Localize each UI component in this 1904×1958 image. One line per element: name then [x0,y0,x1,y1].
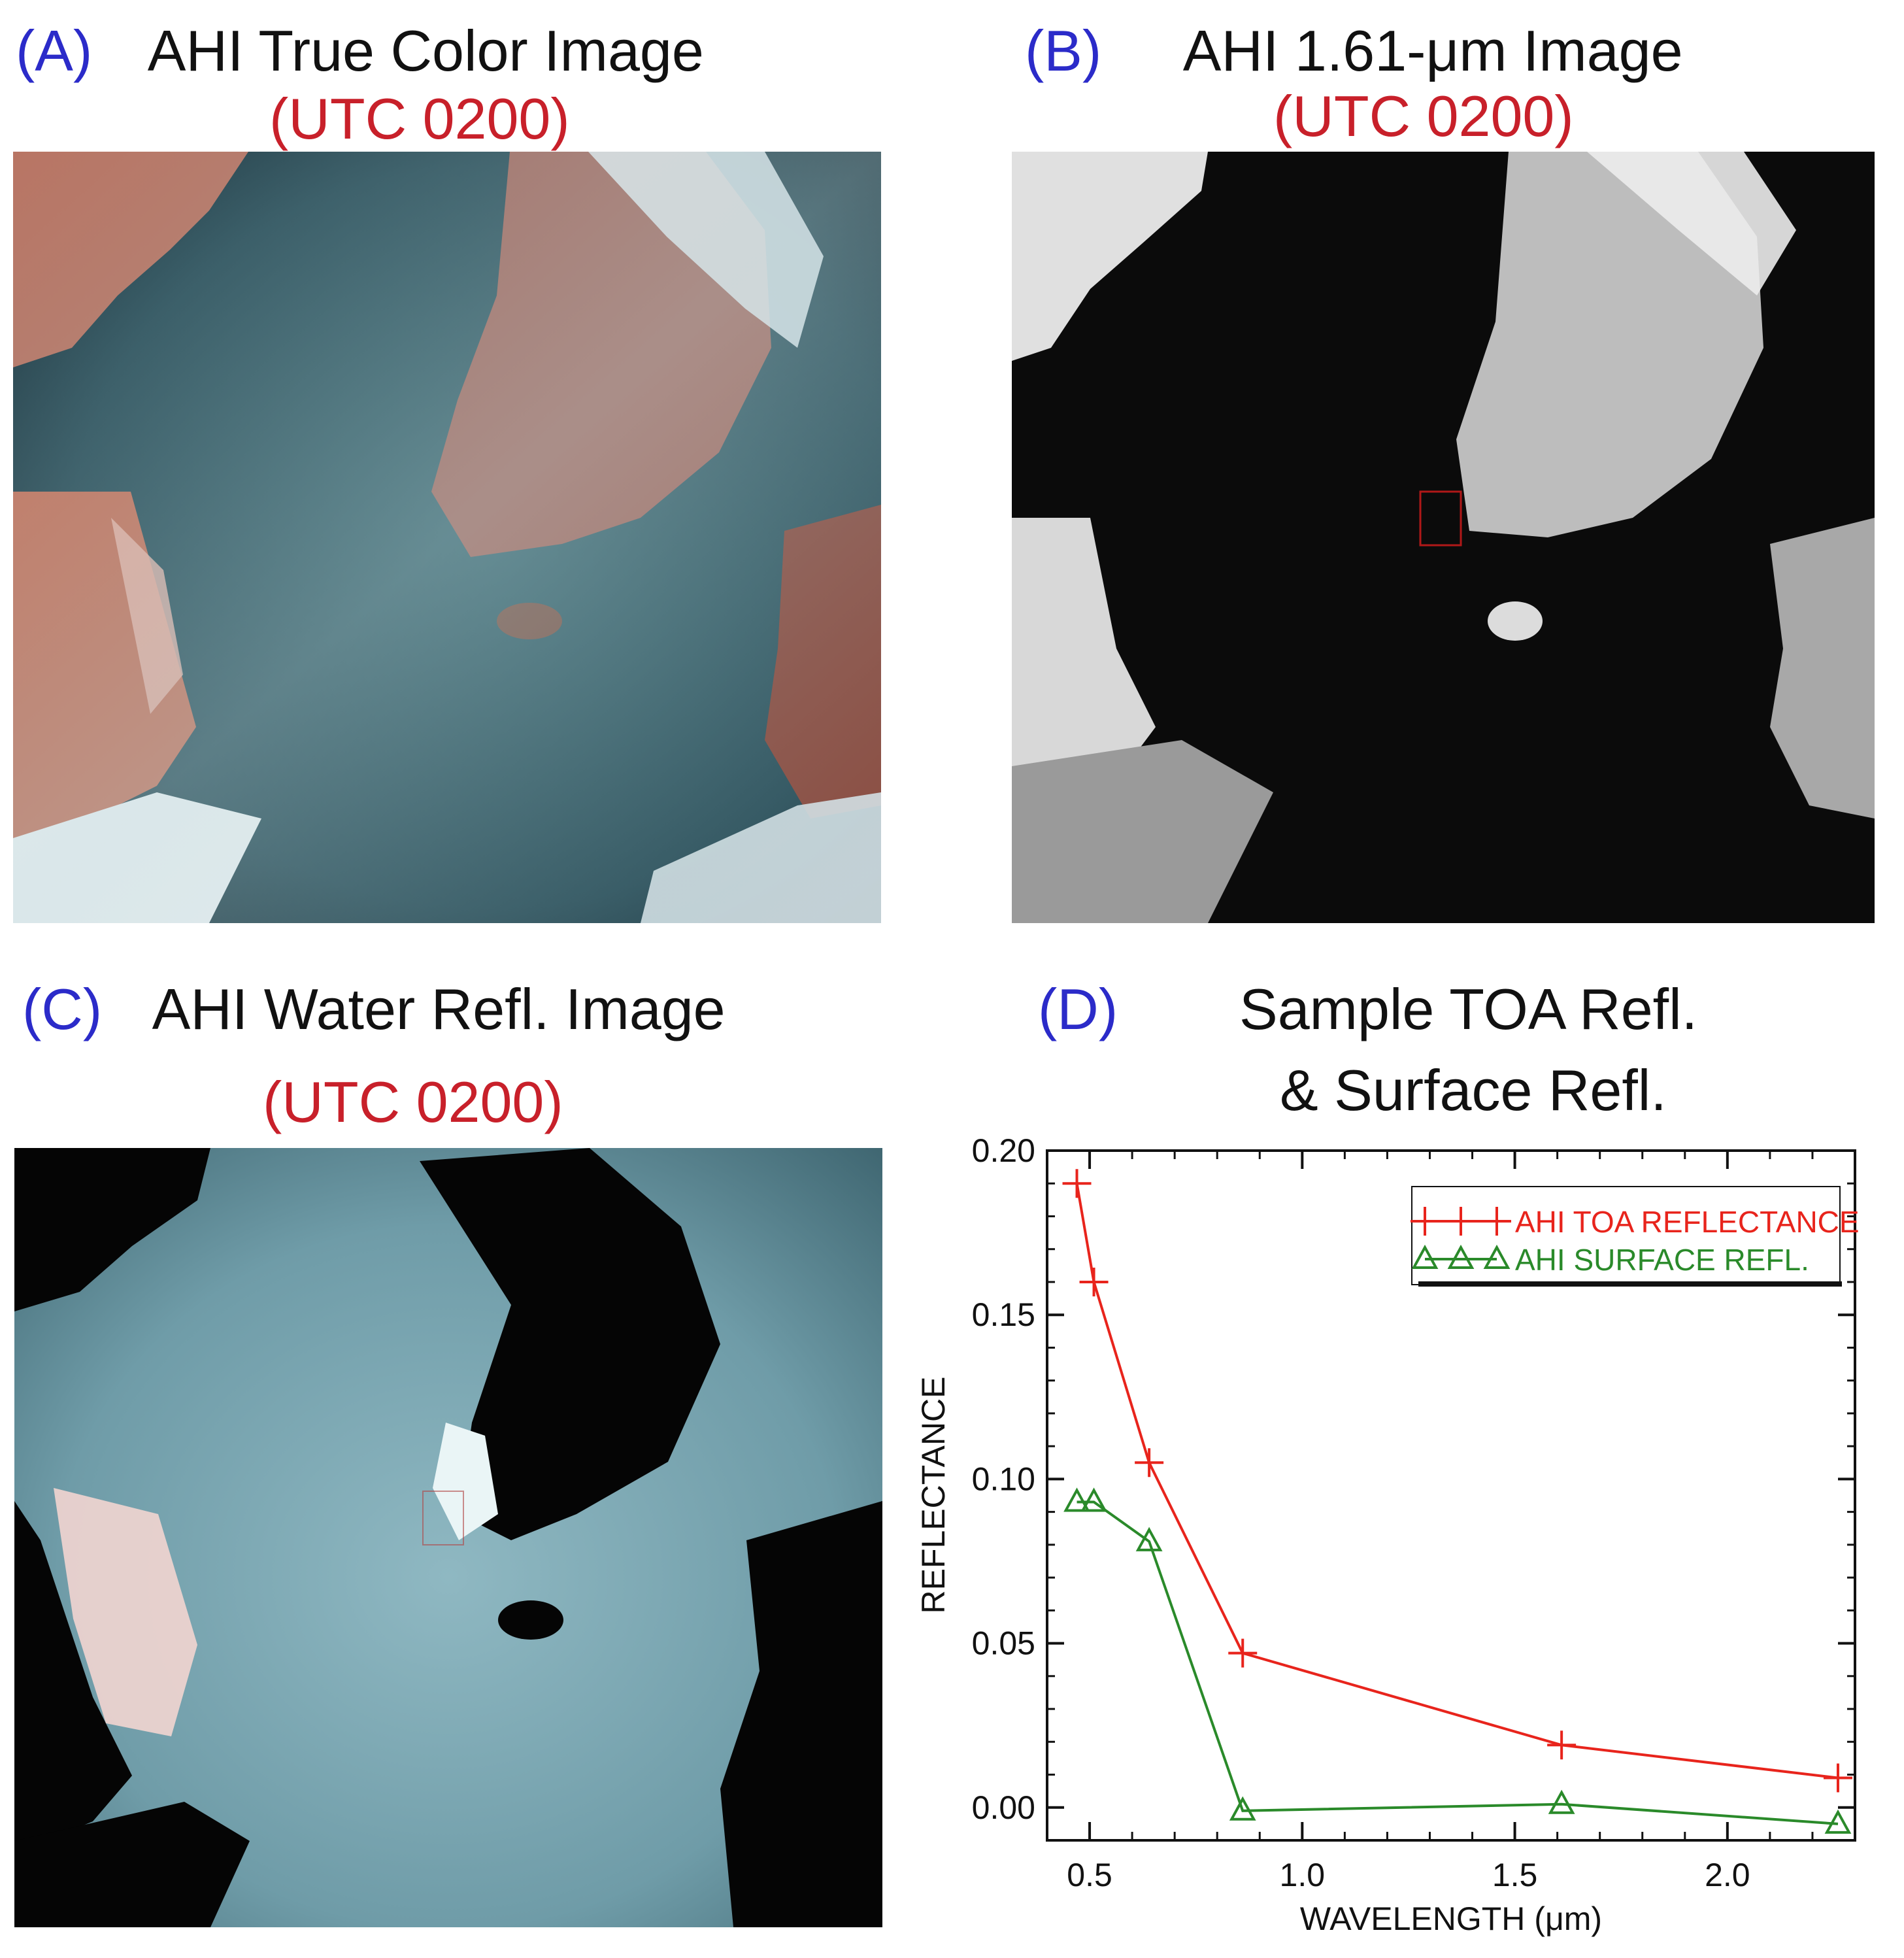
panel-a-letter: (A) [16,18,93,83]
panel-c-title-text: AHI Water Refl. Image [152,977,726,1041]
y-tick-label: 0.10 [972,1460,1035,1497]
panel-c-letter: (C) [22,977,103,1041]
data-point [1063,1487,1090,1512]
legend-item-1: AHI TOA REFLECTANCE [1411,1205,1860,1239]
data-point [1228,1638,1258,1668]
series-1 [1062,1169,1852,1793]
legend-marker [1447,1244,1475,1269]
panel-b-title: (B) AHI 1.61-μm Image [1025,22,1683,80]
series-layer [1062,1169,1852,1834]
data-point [1062,1169,1092,1198]
x-tick-label: 1.0 [1280,1857,1326,1893]
legend-shadow [1418,1281,1842,1287]
series-line [1075,1183,1839,1780]
panel-a-title: (A) AHI True Color Image [16,22,704,80]
panel-d-title-line2: & Surface Refl. [1280,1058,1667,1122]
legend-label: AHI TOA REFLECTANCE [1515,1205,1860,1239]
band-1-61-image [1012,152,1875,923]
x-tick-label: 0.5 [1067,1857,1112,1893]
legend-marker [1482,1207,1511,1236]
x-tick-label: 1.5 [1492,1857,1538,1893]
water-reflectance-image [14,1148,882,1927]
x-axis-label: WAVELENGTH (μm) [1300,1900,1602,1937]
legend-box [1411,1186,1841,1285]
data-point [1079,1267,1109,1296]
data-point [1135,1448,1164,1477]
legend: AHI TOA REFLECTANCE AHI SURFACE REFL. [1411,1186,1860,1287]
data-point [1823,1763,1852,1793]
x-tick-label: 2.0 [1705,1857,1750,1893]
series-2 [1063,1487,1852,1834]
panel-a-title-text: AHI True Color Image [147,18,704,83]
data-point [1229,1796,1256,1821]
panel-a-time: (UTC 0200) [269,86,570,151]
y-tick-label: 0.05 [972,1625,1035,1662]
y-axis-ticks: 0.00 0.05 0.10 0.15 0.20 [972,1132,1855,1826]
legend-marker [1483,1244,1511,1269]
legend-marker [1446,1207,1475,1236]
panel-b-title-text: AHI 1.61-μm Image [1182,18,1683,83]
data-point [1548,1789,1575,1814]
legend-marker [1411,1207,1439,1236]
legend-marker [1411,1244,1439,1269]
panel-b-time: (UTC 0200) [1273,84,1574,148]
panel-b-letter: (B) [1025,18,1102,83]
panel-d-title-line1: Sample TOA Refl. [1239,977,1698,1041]
data-point [1135,1527,1163,1551]
data-point [1080,1487,1107,1512]
x-axis-ticks: 0.5 1.0 1.5 2.0 [1067,1151,1814,1893]
y-tick-label: 0.15 [972,1296,1035,1333]
panel-d-letter: (D) [1038,977,1118,1041]
data-point [1824,1809,1852,1834]
panel-c-time: (UTC 0200) [263,1070,563,1134]
legend-item-2: AHI SURFACE REFL. [1411,1243,1809,1277]
y-axis-label: REFLECTANCE [915,1376,952,1613]
series-line [1077,1500,1839,1825]
panel-d-letter-wrap: (D) [1038,981,1118,1038]
data-point [1547,1730,1577,1760]
panel-c-title: (C) AHI Water Refl. Image [22,981,726,1038]
y-tick-label: 0.00 [972,1789,1035,1826]
legend-label: AHI SURFACE REFL. [1515,1243,1809,1277]
y-tick-label: 0.20 [972,1132,1035,1169]
true-color-image [13,152,881,923]
reflectance-chart: 0.00 0.05 0.10 0.15 0.20 0.5 1.0 1.5 2.0 AHI TO… [915,1132,1860,1937]
